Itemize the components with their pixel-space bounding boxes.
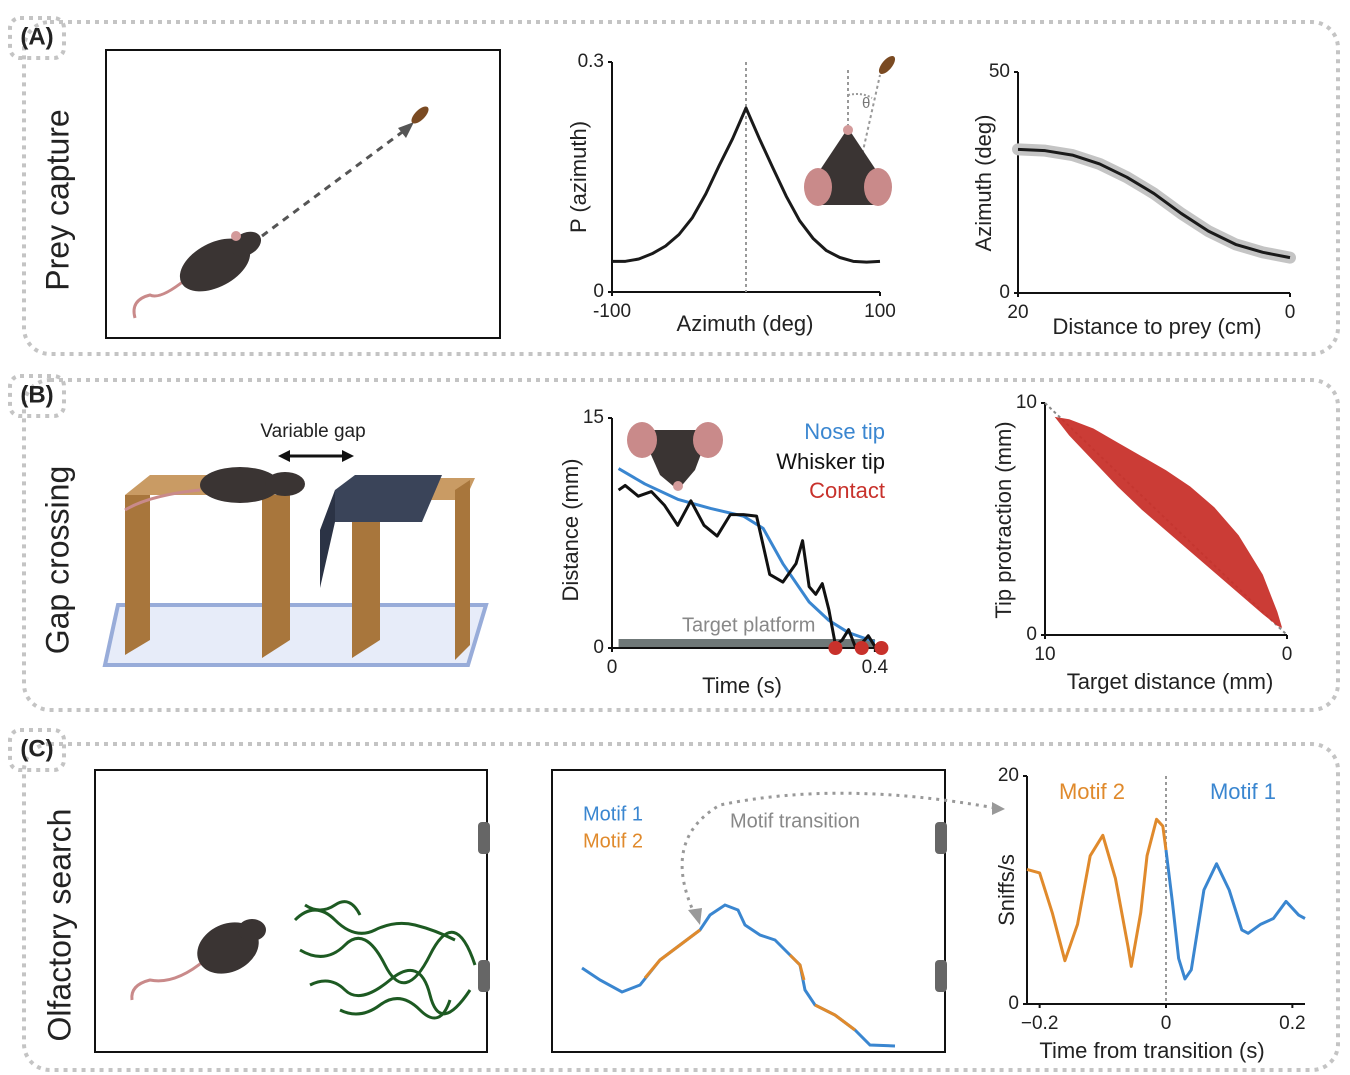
confidence-band [1018, 149, 1290, 257]
x-tick-label: -100 [593, 301, 631, 322]
head-illustration: θ [804, 53, 898, 206]
x-tick-label: 0 [607, 657, 618, 678]
legend-label: Whisker tip [776, 449, 885, 474]
x-tick-label: 0.2 [1279, 1013, 1305, 1034]
line [1166, 850, 1305, 979]
x-tick-label: 100 [864, 301, 896, 322]
contact-point [855, 641, 869, 655]
x-tick-label: 20 [1007, 302, 1028, 323]
y-tick-label: 10 [1016, 392, 1037, 413]
annotation: Motif transition [730, 810, 860, 832]
y-axis-label: Azimuth (deg) [971, 115, 996, 252]
y-tick-label: 0 [1026, 624, 1037, 645]
area [1055, 417, 1282, 628]
legend-label: Motif 2 [1059, 779, 1125, 804]
x-axis-label: Azimuth (deg) [677, 311, 814, 336]
legend-label: Nose tip [804, 419, 885, 444]
panel-title: Prey capture [39, 109, 75, 290]
panel-label: (A) [20, 23, 53, 50]
y-axis-label: Distance (mm) [558, 458, 583, 601]
y-tick-label: 0 [999, 282, 1010, 303]
legend-label: Motif 1 [1210, 779, 1276, 804]
x-tick-label: 0.4 [862, 657, 889, 678]
x-axis-label: Time from transition (s) [1039, 1038, 1264, 1063]
legend-label: Contact [809, 478, 885, 503]
y-tick-label: 0.3 [578, 51, 604, 72]
x-axis-label: Time (s) [702, 673, 782, 698]
y-tick-label: 0 [1008, 993, 1019, 1014]
gap-crossing-illustration: Variable gap [105, 421, 486, 665]
x-axis-label: Distance to prey (cm) [1052, 314, 1261, 339]
x-axis-label: Target distance (mm) [1067, 669, 1274, 694]
y-axis-label: P (azimuth) [566, 121, 591, 233]
legend-label: Motif 2 [583, 830, 643, 852]
y-tick-label: 50 [989, 61, 1010, 82]
x-tick-label: 0 [1161, 1013, 1172, 1034]
legend-label: Motif 1 [583, 803, 643, 825]
y-tick-label: 0 [593, 281, 604, 302]
annotation: Target platform [682, 614, 815, 636]
y-tick-label: 15 [583, 407, 604, 428]
x-tick-label: 0 [1282, 644, 1293, 665]
panel-label: (B) [20, 381, 53, 408]
contact-point [874, 641, 888, 655]
y-tick-label: 0 [593, 637, 604, 658]
contact-point [828, 641, 842, 655]
panel-title: Gap crossing [39, 466, 75, 655]
x-tick-label: 10 [1034, 644, 1055, 665]
panel-title: Olfactory search [41, 809, 77, 1042]
svg-text:θ: θ [862, 95, 870, 112]
figure: (A) (B) (C) Prey capture Gap crossing Ol… [0, 0, 1350, 1075]
annotation: Variable gap [260, 421, 365, 442]
line [1018, 149, 1290, 257]
line [1027, 819, 1166, 966]
y-tick-label: 20 [998, 765, 1019, 786]
trajectory-illustration: Motif 1 Motif 2 Motif transition [552, 770, 1005, 1052]
x-tick-label: −0.2 [1021, 1013, 1059, 1034]
panel-label: (C) [20, 735, 53, 762]
prey-capture-illustration [106, 50, 500, 338]
y-axis-label: Tip protraction (mm) [991, 421, 1016, 618]
olfactory-search-illustration [95, 770, 490, 1052]
y-axis-label: Sniffs/s [994, 854, 1019, 926]
x-tick-label: 0 [1285, 302, 1296, 323]
